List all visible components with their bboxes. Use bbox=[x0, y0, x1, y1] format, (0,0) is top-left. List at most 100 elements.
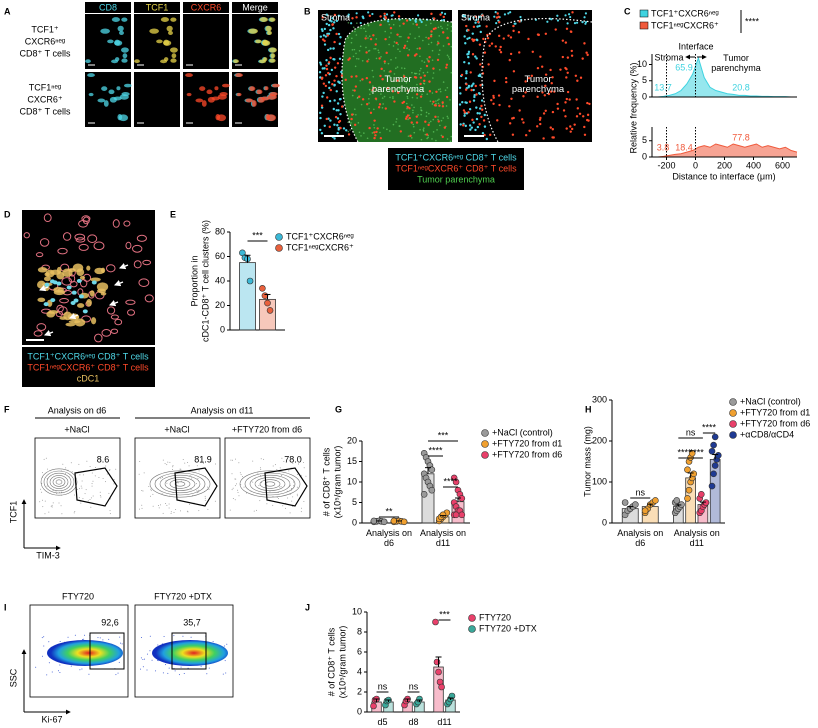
tissue-speck bbox=[429, 120, 432, 123]
tissue-speck bbox=[356, 97, 359, 99]
cell bbox=[251, 100, 257, 107]
cd8-tcf1-cell bbox=[479, 30, 482, 34]
cd8-cxcr6-cell bbox=[432, 100, 435, 103]
cd8-tcf1-cell bbox=[416, 14, 420, 17]
event bbox=[59, 664, 61, 666]
cd8-tcf1-cell bbox=[71, 290, 77, 295]
cd8-tcf1-cell bbox=[567, 13, 571, 16]
event bbox=[138, 508, 140, 510]
tissue-speck bbox=[384, 62, 386, 65]
tissue-speck bbox=[430, 41, 433, 44]
cd8-tcf1-cell bbox=[440, 19, 443, 22]
event bbox=[277, 498, 279, 500]
cd8-tcf1-cell bbox=[461, 101, 464, 104]
cd8-cxcr6-cell bbox=[565, 27, 569, 31]
cd8-tcf1-cell bbox=[473, 95, 476, 99]
row-label: CXCR6ⁿᵉᵍ bbox=[25, 36, 66, 46]
cell bbox=[211, 96, 220, 101]
event bbox=[41, 655, 43, 657]
cd8-cxcr6-cell bbox=[393, 11, 396, 14]
event bbox=[183, 673, 185, 675]
event bbox=[299, 457, 301, 459]
y-tick-label: 4 bbox=[357, 666, 362, 676]
event bbox=[305, 475, 307, 477]
cd8-cxcr6-cell bbox=[325, 64, 328, 67]
legend-label: +FTY720 from d6 bbox=[740, 418, 810, 428]
cd8-cxcr6-cell bbox=[566, 71, 569, 74]
cd8-cxcr6-cell bbox=[486, 33, 489, 37]
cd8-cxcr6-cell bbox=[474, 84, 477, 88]
y-tick-label: 0 bbox=[642, 151, 647, 161]
event bbox=[222, 673, 224, 675]
cd8-cxcr6-cell bbox=[574, 74, 578, 77]
cd8-tcf1-cell bbox=[485, 137, 489, 141]
event bbox=[178, 674, 180, 676]
data-point bbox=[432, 618, 439, 626]
tissue-speck bbox=[430, 33, 433, 36]
event bbox=[281, 457, 283, 459]
cell-outline bbox=[101, 329, 112, 337]
cd8-cxcr6-cell bbox=[578, 112, 582, 115]
cell bbox=[262, 40, 271, 46]
cd8-cxcr6-cell bbox=[415, 53, 418, 56]
event bbox=[302, 462, 304, 464]
cell bbox=[185, 73, 193, 78]
event bbox=[157, 504, 159, 506]
cd8-tcf1-cell bbox=[519, 15, 522, 19]
tissue-speck bbox=[422, 39, 424, 42]
cd8-tcf1-cell bbox=[326, 48, 330, 52]
contour bbox=[264, 481, 276, 487]
legend-marker bbox=[275, 233, 283, 241]
panel-letter: J bbox=[305, 602, 310, 612]
event bbox=[300, 474, 302, 476]
contour bbox=[169, 479, 191, 489]
cell bbox=[85, 59, 91, 64]
cd8-tcf1-cell bbox=[472, 82, 475, 85]
cd8-cxcr6-cell bbox=[409, 134, 412, 138]
event bbox=[76, 488, 78, 490]
tissue-speck bbox=[437, 116, 439, 118]
tissue-speck bbox=[438, 49, 441, 52]
legend-label: cDC1 bbox=[77, 373, 100, 383]
event bbox=[67, 636, 69, 638]
tissue-speck bbox=[394, 57, 397, 59]
tissue-speck bbox=[406, 97, 409, 100]
event bbox=[239, 472, 241, 474]
cd8-cxcr6-cell bbox=[377, 106, 381, 109]
cell-outline bbox=[36, 323, 47, 331]
data-point bbox=[452, 511, 460, 519]
cd8-tcf1-cell bbox=[583, 16, 586, 19]
cd8-tcf1-cell bbox=[335, 19, 339, 23]
cd8-tcf1-cell bbox=[478, 24, 481, 28]
event bbox=[160, 477, 162, 479]
cd8-cxcr6-cell bbox=[428, 90, 432, 93]
cd8-tcf1-cell bbox=[475, 117, 479, 121]
cd8-cxcr6-cell bbox=[324, 84, 328, 88]
cd8-cxcr6-cell bbox=[498, 103, 501, 107]
cd8-cxcr6-cell bbox=[368, 14, 372, 18]
tissue-speck bbox=[360, 27, 362, 30]
tissue-speck bbox=[447, 117, 449, 119]
tissue-speck bbox=[354, 108, 356, 110]
cell bbox=[261, 96, 270, 101]
channel-header bbox=[134, 2, 180, 13]
cell bbox=[119, 30, 124, 36]
region-label: Stroma bbox=[461, 12, 490, 22]
cd8-tcf1-cell bbox=[475, 18, 478, 22]
cd8-tcf1-cell bbox=[333, 84, 336, 87]
data-point bbox=[370, 517, 378, 525]
panel-letter: E bbox=[170, 209, 176, 219]
event bbox=[263, 458, 265, 460]
event bbox=[203, 462, 205, 464]
cd8-cxcr6-cell bbox=[570, 54, 574, 57]
cd8-cxcr6-cell bbox=[498, 48, 501, 52]
cd8-cxcr6-cell bbox=[512, 116, 515, 120]
cell-outline bbox=[56, 304, 64, 313]
tissue-speck bbox=[367, 50, 370, 52]
y-axis-title: SSC bbox=[8, 668, 18, 687]
tissue-speck bbox=[380, 55, 382, 58]
cell bbox=[121, 17, 128, 22]
cd8-cxcr6-cell bbox=[579, 76, 583, 79]
cd8-tcf1-cell bbox=[483, 113, 486, 117]
cd8-cxcr6-cell bbox=[368, 81, 372, 84]
